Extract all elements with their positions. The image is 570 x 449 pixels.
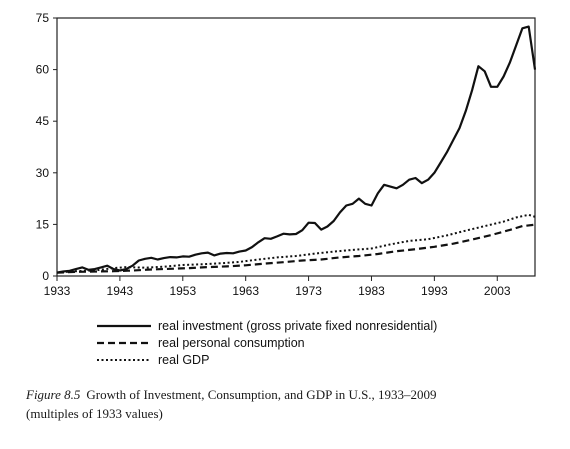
series-group	[56, 25, 537, 274]
y-axis: 0 15 30 45 60 75	[36, 11, 57, 283]
figure-caption: Figure 8.5 Growth of Investment, Consumpt…	[26, 385, 556, 423]
plot-area	[56, 17, 536, 277]
chart: 0 15 30 45 60 75 1933 1943 1953 1963 1973 1983 1993…	[36, 11, 537, 367]
caption-line-1: Growth of Investment, Consumption, and G…	[86, 387, 437, 402]
legend-label: real investment (gross private fixed non…	[158, 319, 437, 333]
legend-label: real GDP	[158, 353, 209, 367]
x-tick-label: 1973	[295, 284, 322, 298]
y-tick-label: 45	[36, 114, 50, 128]
x-tick-label: 2003	[484, 284, 511, 298]
y-tick-label: 75	[36, 11, 50, 25]
x-tick-label: 1993	[421, 284, 448, 298]
legend-label: real personal consumption	[158, 336, 305, 350]
x-tick-label: 1983	[358, 284, 385, 298]
y-tick-label: 15	[36, 217, 50, 231]
x-axis: 1933 1943 1953 1963 1973 1983 1993 2003	[44, 276, 511, 298]
y-tick-label: 0	[42, 269, 49, 283]
caption-line-2: (multiples of 1933 values)	[26, 406, 163, 421]
y-tick-label: 60	[36, 63, 50, 77]
legend: real investment (gross private fixed non…	[97, 319, 437, 367]
plot-frame	[56, 17, 536, 277]
series-line-dotted	[56, 213, 536, 274]
x-tick-label: 1953	[169, 284, 196, 298]
series-line-solid	[56, 25, 537, 274]
figure-label: Figure 8.5	[26, 387, 81, 402]
x-tick-label: 1963	[232, 284, 259, 298]
series-line-dashed	[56, 223, 536, 274]
x-tick-label: 1933	[44, 284, 71, 298]
y-tick-label: 30	[36, 166, 50, 180]
x-tick-label: 1943	[107, 284, 134, 298]
